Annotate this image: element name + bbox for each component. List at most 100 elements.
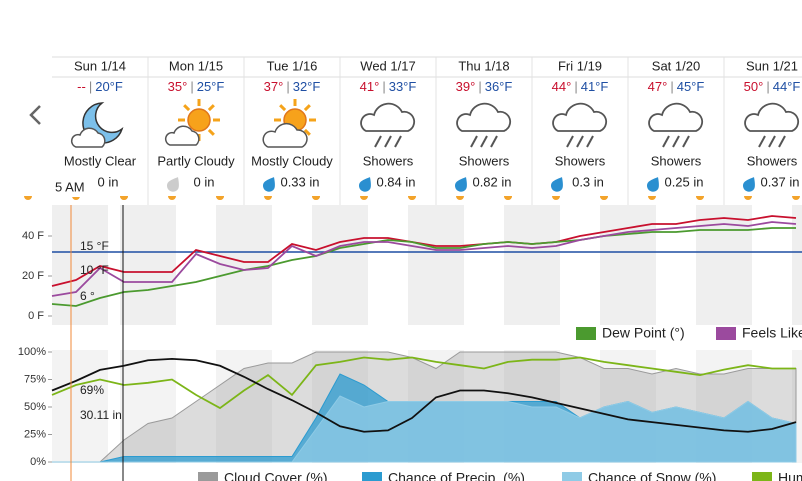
y-tick-label: 100% — [18, 346, 46, 358]
current-value: 30.11 in — [80, 408, 122, 422]
weather-icon — [70, 102, 124, 148]
cloud — [744, 102, 800, 132]
legend-label: Humidity (%) — [778, 470, 802, 481]
y-tick-label: 25% — [24, 428, 46, 440]
night-band — [792, 205, 802, 325]
rain — [566, 135, 574, 148]
condition: Showers — [555, 153, 606, 168]
prev-arrow[interactable] — [29, 105, 41, 125]
y-tick-label: 50% — [24, 401, 46, 413]
temps: 50° | 44°F — [744, 79, 801, 94]
legend-label: Feels Like — [742, 325, 802, 341]
lo-temp: 32°F — [293, 79, 321, 94]
weather-icon — [456, 102, 512, 148]
rain — [490, 135, 498, 148]
cloud — [262, 122, 308, 148]
separator: | — [286, 79, 289, 94]
temps: 47° | 45°F — [648, 79, 705, 94]
sun-ray — [207, 104, 215, 112]
separator: | — [670, 79, 673, 94]
condition: Showers — [363, 153, 414, 168]
separator: | — [190, 79, 193, 94]
temps: 37° | 32°F — [264, 79, 321, 94]
precip: 0 in — [194, 174, 215, 189]
y-tick-label: 0 F — [28, 310, 44, 322]
temp-line — [51, 215, 797, 287]
cloud — [552, 102, 608, 132]
hi-temp: 41° — [360, 79, 380, 94]
hi-temp: 50° — [744, 79, 764, 94]
precip-drop — [647, 177, 659, 192]
legend-swatch — [752, 472, 772, 481]
rain — [778, 135, 786, 148]
cloud — [456, 102, 512, 132]
legend-swatch — [562, 472, 582, 481]
y-tick-label: 75% — [24, 373, 46, 385]
weather-icon — [360, 102, 416, 148]
rain — [576, 135, 584, 148]
current-value: 10 °F — [80, 263, 109, 277]
sun-marker — [408, 196, 416, 200]
precip-drop — [359, 177, 371, 192]
weather-icon — [648, 102, 704, 148]
line — [51, 357, 797, 433]
sun-marker — [648, 196, 656, 200]
hi-temp: -- — [77, 79, 86, 94]
rain — [662, 135, 670, 148]
night-band — [600, 205, 656, 325]
temps: 44° | 41°F — [552, 79, 609, 94]
rain — [682, 135, 690, 148]
night-band — [312, 205, 368, 325]
separator: | — [574, 79, 577, 94]
night-band — [696, 205, 752, 325]
current-time: 5 AM — [55, 179, 85, 194]
condition: Showers — [459, 153, 510, 168]
weather-icon — [744, 102, 800, 148]
rain — [470, 135, 478, 148]
sun-ray — [303, 104, 311, 112]
condition: Partly Cloudy — [157, 153, 235, 168]
precip-drop — [551, 177, 563, 192]
y-tick-label: 20 F — [22, 270, 44, 282]
legend-swatch — [576, 327, 596, 340]
precip: 0.82 in — [472, 174, 511, 189]
sun-marker — [504, 196, 512, 200]
rain — [758, 135, 766, 148]
area — [52, 395, 797, 463]
time-box — [52, 177, 92, 197]
temp-line — [51, 227, 796, 307]
rain — [586, 135, 594, 148]
sun-marker — [456, 196, 464, 200]
sun-marker — [216, 196, 224, 200]
precip-drop — [743, 177, 755, 192]
temps: 41° | 33°F — [360, 79, 417, 94]
day-label: Tue 1/16 — [267, 58, 318, 73]
hi-temp: 35° — [168, 79, 188, 94]
rain — [768, 135, 776, 148]
y-tick-label: 40 F — [22, 230, 44, 242]
temps: -- | 20°F — [77, 79, 123, 94]
temps: 39° | 36°F — [456, 79, 513, 94]
weather-icon — [552, 102, 608, 148]
precip: 0.3 in — [572, 174, 604, 189]
night-band — [52, 350, 108, 463]
precip: 0.84 in — [376, 174, 415, 189]
hi-temp: 47° — [648, 79, 668, 94]
rain — [374, 135, 382, 148]
lo-temp: 44°F — [773, 79, 801, 94]
sun-marker — [24, 196, 32, 200]
night-band — [504, 205, 560, 325]
sun-marker — [696, 196, 704, 200]
night-band — [120, 205, 176, 325]
precip-drop — [263, 177, 275, 192]
day-label: Sun 1/14 — [74, 58, 126, 73]
rain — [672, 135, 680, 148]
legend-swatch — [362, 472, 382, 481]
weather-icon — [164, 99, 220, 146]
lo-temp: 25°F — [197, 79, 225, 94]
temp-line — [51, 221, 797, 297]
day-label: Sun 1/21 — [746, 58, 798, 73]
sun-ray — [303, 128, 311, 136]
